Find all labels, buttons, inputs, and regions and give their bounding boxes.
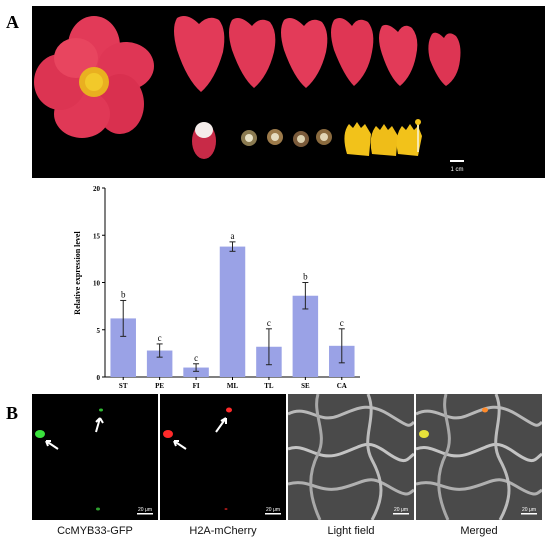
y-tick-label: 0 bbox=[97, 374, 101, 382]
scale-label: 20 μm bbox=[266, 507, 280, 513]
significance-letter: a bbox=[231, 231, 235, 241]
x-tick-label: ST bbox=[119, 382, 128, 390]
arrow-icon bbox=[215, 417, 227, 433]
panel-b-label: B bbox=[6, 403, 19, 423]
y-tick-label: 5 bbox=[97, 327, 101, 335]
photo-scale-label: 1 cm bbox=[450, 167, 463, 173]
significance-letter: c bbox=[158, 333, 162, 343]
expression-bar-chart: Relative expression level 0 5 10 15 20 ST b PE c… bbox=[70, 178, 370, 390]
nucleus-merged bbox=[419, 430, 429, 438]
x-tick-label: FI bbox=[193, 382, 200, 390]
whole-flower bbox=[34, 16, 154, 138]
micrograph-merged: 20 μm bbox=[416, 394, 542, 520]
significance-letter: b bbox=[303, 272, 308, 282]
flower-organs-photo: 1 cm bbox=[32, 6, 545, 178]
significance-letter: c bbox=[194, 353, 198, 363]
significance-letter: c bbox=[267, 318, 271, 328]
scale-label: 20 μm bbox=[522, 507, 536, 513]
small-organs-row bbox=[192, 119, 422, 159]
caption-light-field: Light field bbox=[327, 525, 375, 537]
x-tick-label: CA bbox=[337, 382, 347, 390]
arrow-icon bbox=[45, 440, 59, 450]
x-tick-label: PE bbox=[155, 382, 164, 390]
significance-letter: c bbox=[340, 318, 344, 328]
y-tick-label: 10 bbox=[93, 280, 101, 288]
arrow-icon bbox=[95, 417, 104, 433]
arrow-icon bbox=[173, 440, 187, 450]
y-tick-label: 20 bbox=[93, 185, 101, 193]
panel-a-label: A bbox=[6, 12, 19, 32]
bar bbox=[219, 246, 246, 377]
micrograph-mcherry: 20 μm bbox=[160, 394, 286, 520]
caption-mcherry: H2A-mCherry bbox=[189, 525, 257, 537]
caption-merged: Merged bbox=[460, 525, 498, 537]
x-tick-label: SE bbox=[301, 382, 310, 390]
nucleus-mcherry bbox=[163, 430, 173, 438]
significance-letter: b bbox=[121, 289, 126, 299]
micrograph-gfp: 20 μm bbox=[32, 394, 158, 520]
y-tick-label: 15 bbox=[93, 232, 101, 240]
x-tick-label: TL bbox=[264, 382, 274, 390]
scale-label: 20 μm bbox=[394, 507, 408, 513]
scale-label: 20 μm bbox=[138, 507, 152, 513]
micrograph-light-field: 20 μm bbox=[288, 394, 414, 520]
nucleus-gfp bbox=[35, 430, 45, 438]
caption-gfp: CcMYB33-GFP bbox=[57, 525, 133, 537]
scale-bar-line bbox=[450, 160, 464, 162]
y-axis-label: Relative expression level bbox=[73, 231, 82, 315]
bar bbox=[183, 367, 209, 377]
petals-row bbox=[174, 16, 461, 92]
x-tick-label: ML bbox=[227, 382, 239, 390]
